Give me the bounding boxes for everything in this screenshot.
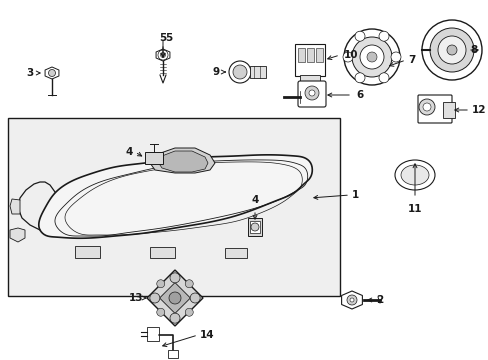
Circle shape [343,29,399,85]
Text: 3: 3 [27,68,34,78]
FancyBboxPatch shape [299,75,319,87]
FancyBboxPatch shape [417,95,451,123]
Circle shape [170,313,180,323]
Circle shape [190,293,200,303]
Polygon shape [10,199,20,214]
FancyBboxPatch shape [145,152,163,164]
Circle shape [366,52,376,62]
Text: 11: 11 [407,204,421,214]
Circle shape [378,73,388,83]
Text: 4: 4 [251,195,258,205]
Text: 6: 6 [355,90,363,100]
Circle shape [342,52,352,62]
Polygon shape [147,270,203,326]
Circle shape [390,52,400,62]
FancyBboxPatch shape [249,66,265,78]
Circle shape [157,280,164,288]
Circle shape [359,45,383,69]
Circle shape [354,73,364,83]
Text: 2: 2 [375,295,383,305]
Circle shape [418,99,434,115]
Text: 13: 13 [128,293,142,303]
Circle shape [308,90,314,96]
Text: 4: 4 [125,147,133,157]
FancyBboxPatch shape [297,48,305,62]
Circle shape [305,86,318,100]
Circle shape [170,273,180,283]
Polygon shape [45,67,59,79]
Text: 10: 10 [343,50,358,60]
Ellipse shape [400,165,428,185]
FancyBboxPatch shape [294,44,325,76]
Circle shape [429,28,473,72]
Polygon shape [341,291,362,309]
Polygon shape [156,49,170,61]
Circle shape [354,31,364,41]
Circle shape [437,36,465,64]
FancyBboxPatch shape [297,81,325,107]
Polygon shape [158,151,207,172]
Circle shape [160,53,165,58]
Ellipse shape [394,160,434,190]
Text: 5: 5 [159,33,166,43]
Circle shape [378,31,388,41]
Polygon shape [10,228,25,242]
Text: 5: 5 [164,33,172,43]
Text: 8: 8 [469,45,476,55]
Polygon shape [159,283,190,314]
FancyBboxPatch shape [315,48,323,62]
Circle shape [185,308,193,316]
FancyBboxPatch shape [306,48,313,62]
FancyBboxPatch shape [168,350,178,358]
Ellipse shape [232,65,246,79]
Circle shape [48,69,55,77]
Text: 1: 1 [351,190,359,200]
Polygon shape [150,148,215,173]
Text: 9: 9 [212,67,220,77]
FancyBboxPatch shape [75,246,100,258]
Circle shape [185,280,193,288]
Circle shape [349,298,353,302]
FancyBboxPatch shape [442,102,454,118]
Circle shape [149,293,160,303]
Circle shape [157,308,164,316]
Ellipse shape [228,61,250,83]
FancyBboxPatch shape [247,218,262,236]
FancyBboxPatch shape [147,327,159,341]
FancyBboxPatch shape [150,247,175,258]
Text: 7: 7 [407,55,414,65]
Polygon shape [39,155,312,238]
Text: 12: 12 [471,105,486,115]
FancyBboxPatch shape [224,248,246,258]
Circle shape [421,20,481,80]
Circle shape [446,45,456,55]
Circle shape [422,103,430,111]
Circle shape [346,295,356,305]
Circle shape [250,223,259,231]
FancyBboxPatch shape [249,221,260,233]
Circle shape [169,292,181,304]
Text: 14: 14 [200,330,214,340]
FancyBboxPatch shape [8,118,339,296]
Circle shape [351,37,391,77]
